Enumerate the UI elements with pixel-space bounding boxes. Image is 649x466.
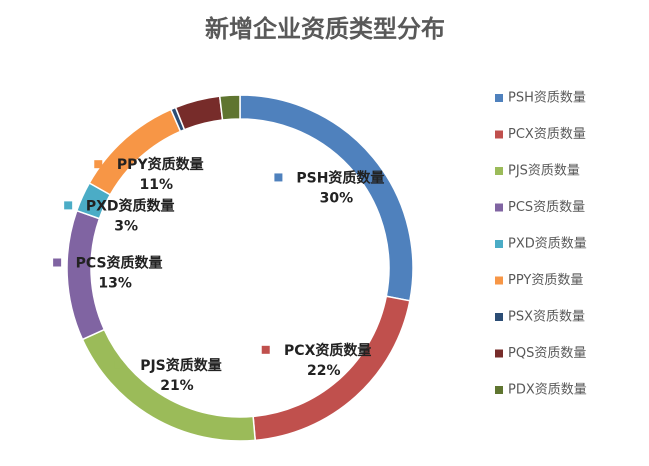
legend-label: PXD资质数量 — [508, 237, 587, 252]
legend-swatch — [495, 203, 503, 212]
legend-swatch — [495, 349, 503, 358]
data-label-name: PCS资质数量 — [76, 255, 163, 272]
label-marker — [53, 258, 62, 267]
chart-title: 新增企业资质类型分布 — [205, 15, 445, 43]
legend-swatch — [495, 130, 503, 139]
legend-swatch — [495, 276, 503, 285]
legend-label: PCS资质数量 — [508, 200, 585, 215]
legend-label: PSX资质数量 — [508, 310, 585, 325]
donut-segment — [218, 94, 241, 121]
legend-label: PPY资质数量 — [508, 273, 583, 288]
data-label-name: PJS资质数量 — [140, 357, 222, 374]
label-marker — [274, 173, 283, 182]
data-label-name: PXD资质数量 — [86, 197, 175, 214]
data-label-name: PCX资质数量 — [284, 342, 371, 359]
data-label-name: PPY资质数量 — [117, 156, 204, 173]
donut-segment — [174, 95, 224, 131]
legend-swatch — [495, 386, 503, 394]
legend-swatch — [495, 167, 503, 175]
label-marker — [114, 360, 123, 369]
data-label-name: PSH资质数量 — [296, 169, 384, 186]
legend-swatch — [495, 313, 503, 321]
legend-label: PJS资质数量 — [508, 164, 580, 179]
legend-label: PDX资质数量 — [508, 383, 587, 398]
legend-swatch — [495, 240, 503, 248]
label-marker — [64, 201, 73, 210]
data-label: 13% — [98, 276, 132, 292]
legend-label: PQS资质数量 — [508, 346, 586, 361]
data-label: 21% — [160, 378, 194, 394]
data-label: 11% — [140, 177, 174, 193]
label-marker — [94, 160, 103, 169]
data-label: 3% — [114, 218, 138, 234]
label-marker — [261, 345, 270, 354]
legend-label: PSH资质数量 — [508, 91, 586, 106]
legend-label: PCX资质数量 — [508, 127, 586, 142]
data-label: 22% — [307, 363, 341, 379]
data-label: 30% — [320, 190, 354, 206]
legend-swatch — [495, 94, 503, 102]
